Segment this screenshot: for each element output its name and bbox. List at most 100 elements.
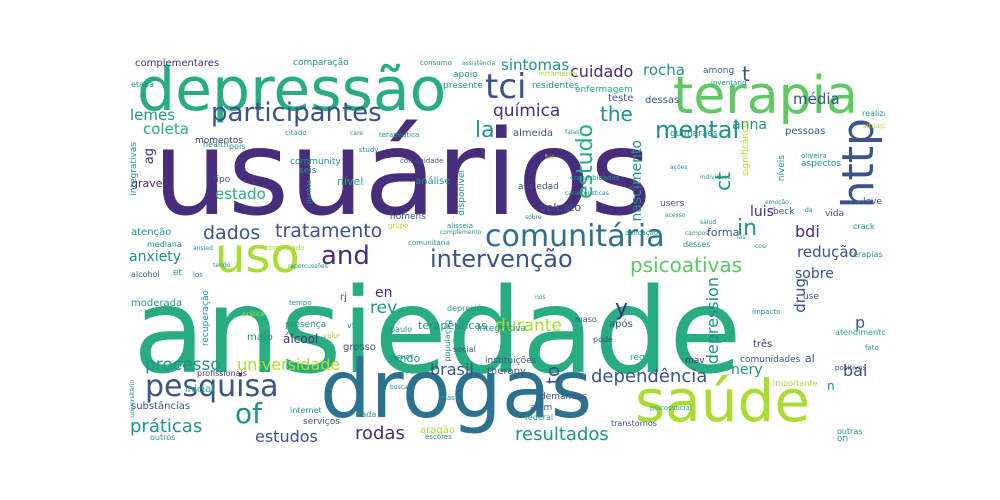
word-desses: desses bbox=[683, 240, 711, 249]
word-rev: rev bbox=[370, 298, 398, 318]
word-coleta: coleta bbox=[143, 120, 189, 138]
word-leve: leve bbox=[863, 197, 882, 207]
word-acesso: acesso bbox=[665, 212, 686, 219]
word-individuos: indivíduos bbox=[700, 174, 731, 181]
word-federal: federal bbox=[525, 413, 554, 422]
word-pratica: prática bbox=[243, 311, 264, 318]
word-estudos: estudos bbox=[255, 427, 318, 446]
word-forma: forma bbox=[707, 226, 740, 239]
word-depressao: depressão bbox=[137, 55, 447, 125]
word-instituicoes: instituições bbox=[485, 356, 537, 366]
word-comunidades: comunidades bbox=[740, 355, 801, 365]
word-mental: mental bbox=[655, 116, 740, 144]
word-y: y bbox=[615, 296, 629, 321]
word-transtornos: transtornos bbox=[611, 419, 657, 428]
word-uso: uso bbox=[215, 228, 300, 284]
word-sobre-176: sobre bbox=[525, 214, 542, 221]
word-outros: outros bbox=[150, 433, 176, 442]
word-ferramenta: ferramenta bbox=[538, 70, 578, 78]
word-mas: mas bbox=[440, 394, 455, 402]
word-crack: crack bbox=[853, 222, 875, 231]
word-estado: estado bbox=[215, 185, 266, 203]
word-terapeuticas: terapêuticas bbox=[418, 319, 487, 332]
word-caracteristicas: características bbox=[565, 190, 609, 197]
word-in: in bbox=[737, 216, 758, 241]
word-assistencia: assistência bbox=[462, 60, 496, 67]
word-aspectos: aspectos bbox=[801, 159, 842, 169]
word-depresion: depresión bbox=[447, 304, 487, 313]
word-grupo: grupo bbox=[388, 222, 409, 230]
word-universidade: universidade bbox=[237, 355, 341, 374]
word-apos: após bbox=[609, 319, 633, 330]
word-atendimento: atendimento bbox=[835, 328, 885, 337]
word-nascimento: nascimento bbox=[629, 140, 645, 222]
word-valor: valor bbox=[323, 332, 341, 340]
word-busca: busca bbox=[390, 384, 408, 391]
word-integrativas: integrativas bbox=[129, 142, 139, 196]
word-fue: fue bbox=[545, 154, 555, 161]
word-complementares: complementares bbox=[135, 58, 220, 69]
word-ag: ag bbox=[142, 148, 157, 165]
word-recuperacao: recuperação bbox=[201, 290, 211, 347]
word-volpato: volpato bbox=[540, 201, 582, 214]
word-mav: mav bbox=[685, 356, 705, 366]
word-t: t bbox=[742, 62, 750, 86]
word-emocao: emoção bbox=[765, 199, 789, 206]
word-positivos: positivos bbox=[835, 364, 867, 372]
word-pontos: pontos bbox=[305, 180, 313, 204]
word-to: to bbox=[543, 366, 564, 385]
word-anna: anna bbox=[732, 117, 767, 133]
word-apoio: apoio bbox=[453, 70, 478, 80]
word-intervencao: intervenção bbox=[430, 245, 573, 273]
word-ansied: ansied bbox=[193, 245, 213, 252]
word-rodas: rodas bbox=[355, 423, 405, 444]
word-aragao: aragão bbox=[420, 425, 455, 436]
word-enfermagem: enfermagem bbox=[575, 85, 633, 95]
word-drogas: drogas bbox=[320, 343, 593, 436]
word-alcohol: alcohol bbox=[131, 270, 160, 279]
word-on: on bbox=[837, 434, 849, 444]
word-pois: pois bbox=[229, 142, 246, 151]
word-atencao: atenção bbox=[131, 227, 172, 238]
word-reducao: redução bbox=[797, 243, 858, 261]
word-praticas: práticas bbox=[130, 416, 203, 437]
word-terapias: terapias bbox=[850, 250, 883, 259]
word-citado: citado bbox=[285, 129, 307, 137]
word-analise: análise bbox=[415, 176, 451, 187]
word-homens: homens bbox=[390, 212, 426, 222]
word-usuarios: usuários bbox=[153, 104, 652, 242]
word-mato: mato bbox=[247, 332, 273, 343]
word-cada: cada bbox=[357, 410, 377, 419]
word-comunitaria: comunitaria bbox=[408, 239, 450, 247]
word-sobre: sobre bbox=[795, 266, 834, 282]
word-alisseia: alisseia bbox=[447, 222, 474, 230]
word-vf: vf bbox=[347, 321, 355, 330]
word-grave: grave bbox=[131, 177, 163, 190]
word-alem: além bbox=[530, 403, 553, 413]
word-residentes: residentes bbox=[532, 81, 579, 91]
word-community: community bbox=[290, 157, 341, 167]
word-cuidado: cuidado bbox=[570, 62, 634, 81]
word-beck: beck bbox=[773, 207, 795, 217]
word-depression: depression bbox=[703, 277, 722, 365]
word-inicial: inicial bbox=[185, 384, 215, 395]
word-nivel: nível bbox=[337, 175, 364, 188]
word-comunitaria: comunitária bbox=[485, 219, 665, 254]
word-bdi: bdi bbox=[795, 222, 820, 241]
word-nos: nos bbox=[535, 294, 546, 301]
word-rocha: rocha bbox=[643, 61, 685, 79]
word-vida: vida bbox=[825, 209, 845, 219]
word-care: care bbox=[350, 130, 364, 137]
word-etapa: etapa bbox=[131, 80, 154, 89]
word-luis: luis bbox=[750, 204, 774, 220]
word-las: las bbox=[737, 234, 746, 241]
word-the: the bbox=[600, 102, 633, 126]
word-resultados: resultados bbox=[515, 424, 609, 445]
word-falas: falas bbox=[565, 129, 580, 136]
word-seis: seis bbox=[299, 166, 317, 176]
word-saude: saúde bbox=[635, 367, 811, 435]
word-terapeutica: terapêutica bbox=[379, 131, 420, 139]
word-ansiedade: ansiedade bbox=[133, 262, 742, 400]
word-regiao: região bbox=[630, 353, 659, 363]
